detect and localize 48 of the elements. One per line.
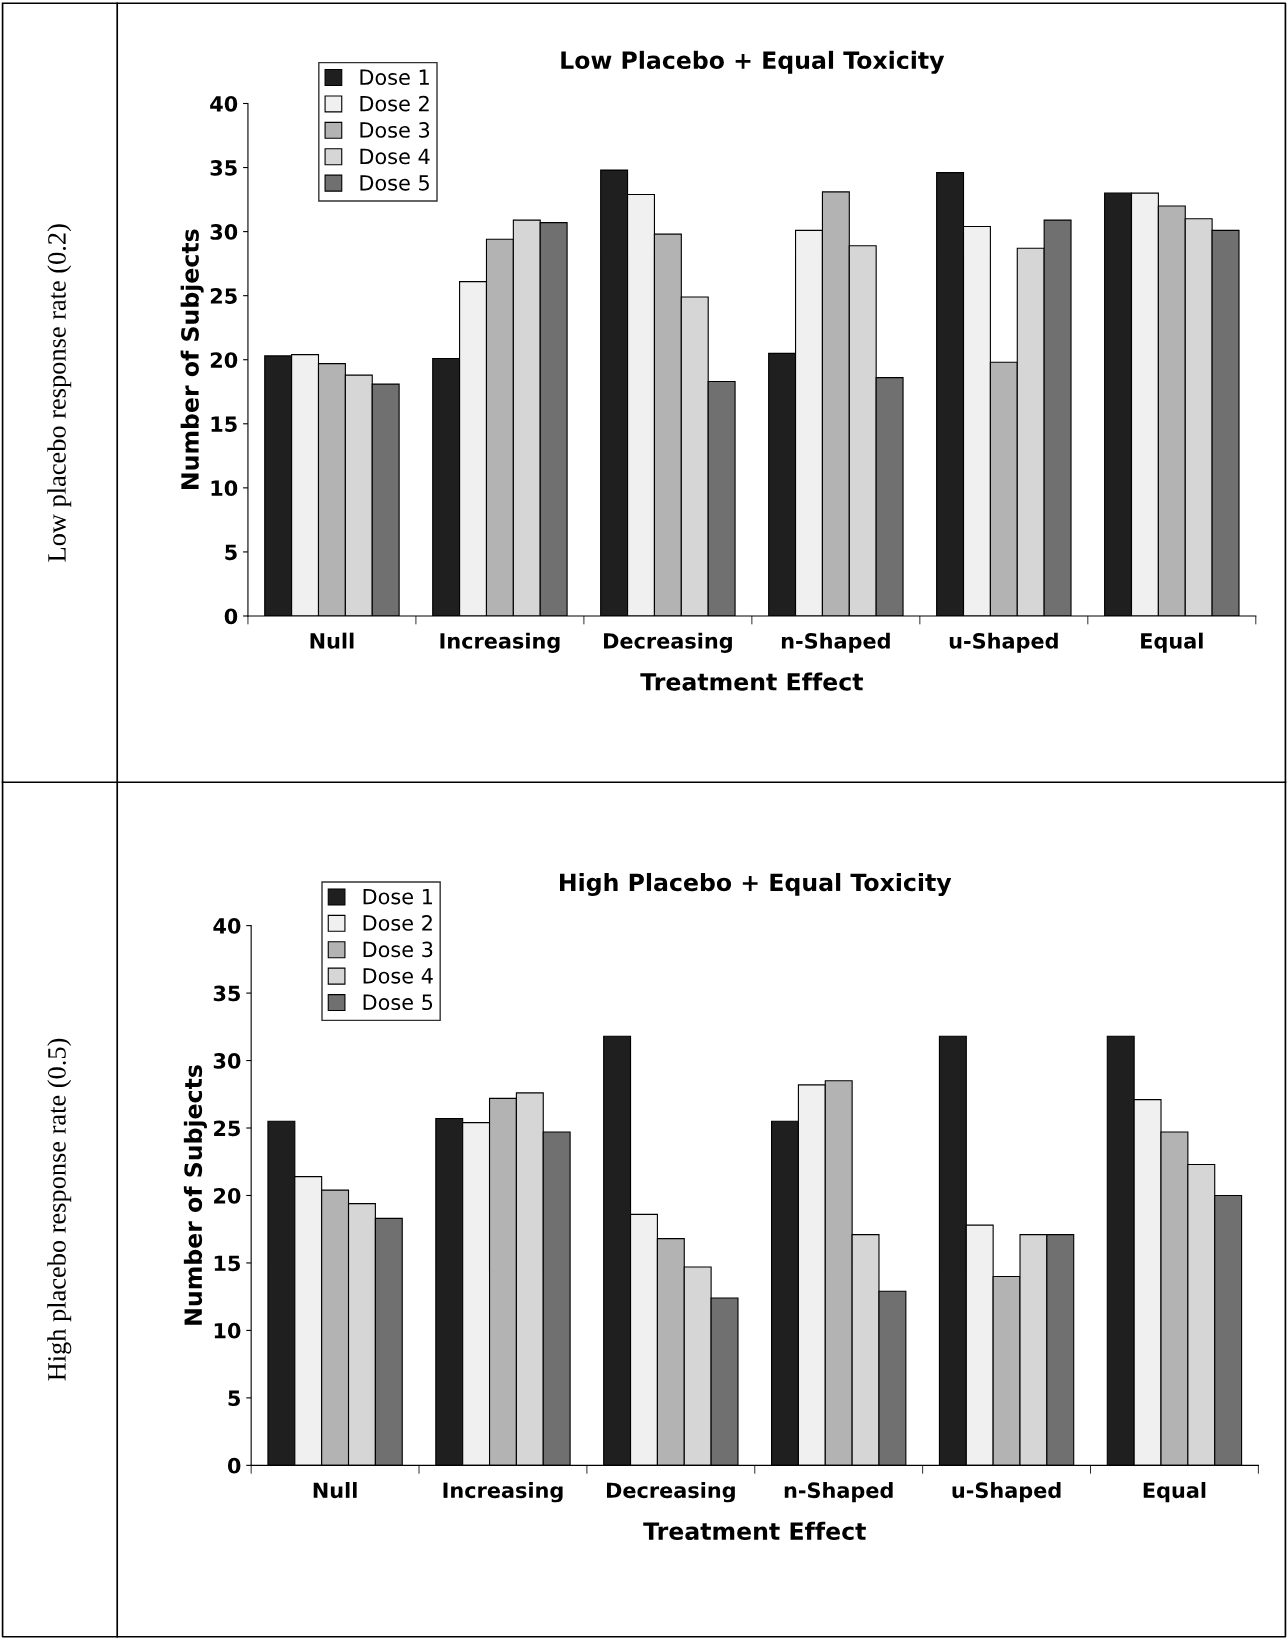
- y-axis-title: Number of Subjects: [183, 1065, 207, 1325]
- y-tick-label: 40: [210, 95, 238, 112]
- legend-label: Dose 5: [363, 994, 433, 1011]
- x-tick-label: n-Shaped: [781, 632, 890, 653]
- y-tick-label: 5: [225, 544, 237, 561]
- chart-title: Low Placebo + Equal Toxicity: [561, 50, 945, 74]
- y-tick-label: 30: [213, 1053, 241, 1069]
- x-tick-label: u-Shaped: [949, 632, 1058, 653]
- x-tick-label: Increasing: [443, 1482, 563, 1503]
- y-axis-title: Number of Subjects: [180, 229, 204, 489]
- legend-label: Dose 2: [360, 95, 429, 112]
- x-tick-label: u-Shaped: [952, 1482, 1061, 1503]
- y-tick-label: 0: [227, 1457, 241, 1474]
- legend-label: Dose 4: [360, 148, 430, 165]
- y-tick-label: 25: [210, 288, 237, 304]
- y-tick-label: 20: [210, 352, 238, 368]
- x-tick-label: Null: [313, 1482, 357, 1499]
- y-tick-label: 15: [211, 416, 237, 433]
- legend-label: Dose 1: [360, 69, 429, 86]
- x-tick-label: Null: [310, 632, 354, 649]
- y-tick-label: 5: [228, 1390, 240, 1407]
- x-tick-label: Equal: [1143, 1482, 1206, 1503]
- x-tick-label: Decreasing: [604, 632, 732, 653]
- x-tick-label: n-Shaped: [784, 1482, 893, 1503]
- legend-label: Dose 3: [363, 941, 433, 958]
- legend-label: Dose 5: [360, 175, 429, 191]
- y-tick-label: 20: [214, 1187, 241, 1204]
- y-tick-label: 10: [211, 480, 238, 497]
- y-tick-label: 10: [214, 1322, 241, 1339]
- y-tick-label: 40: [213, 918, 241, 934]
- y-tick-label: 35: [213, 985, 240, 1002]
- y-tick-label: 30: [210, 224, 238, 240]
- text: High placebo response rate (0.5): [47, 1038, 72, 1381]
- y-tick-label: 25: [214, 1120, 240, 1137]
- x-tick-label: Decreasing: [606, 1482, 735, 1503]
- legend-label: Dose 1: [363, 888, 433, 905]
- y-tick-label: 0: [224, 608, 238, 625]
- x-axis-title: Treatment Effect: [640, 672, 863, 691]
- x-tick-label: Increasing: [440, 632, 560, 653]
- chart-title: High Placebo + Equal Toxicity: [560, 872, 952, 896]
- legend-label: Dose 3: [360, 122, 430, 138]
- x-axis-title: Treatment Effect: [643, 1521, 866, 1541]
- x-tick-label: Equal: [1141, 632, 1203, 653]
- legend-label: Dose 4: [363, 968, 433, 984]
- text: Low placebo response rate (0.2): [47, 224, 72, 562]
- y-tick-label: 35: [210, 160, 237, 176]
- legend-label: Dose 2: [363, 915, 432, 931]
- y-tick-label: 15: [214, 1255, 240, 1272]
